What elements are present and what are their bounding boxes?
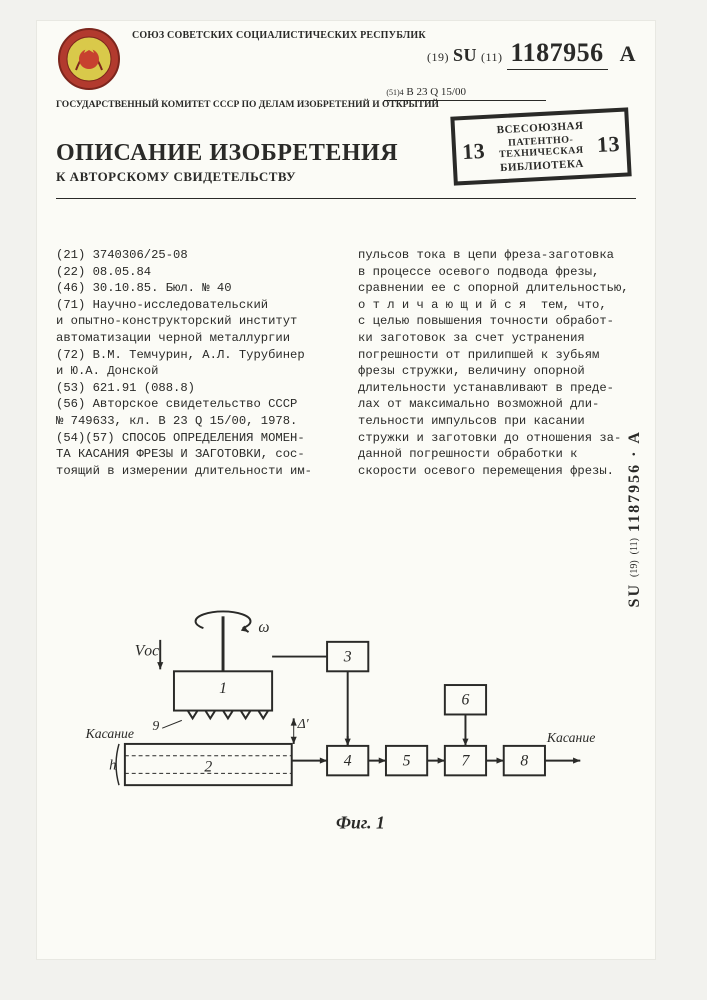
title-sub: К АВТОРСКОМУ СВИДЕТЕЛЬСТВУ [56,169,398,185]
text-line: пульсов тока в цепи фреза-заготовка [358,248,636,264]
text-line: (71) Научно-исследовательский [56,298,334,314]
doc-number: 1187956 [507,38,608,70]
ipc-value: В 23 Q 15/00 [406,86,466,98]
text-line: стружки и заготовки до отношения за- [358,431,636,447]
code-19: (19) [427,50,449,64]
text-line: лах от максимально возможной дли- [358,397,636,413]
svg-text:9: 9 [152,718,159,733]
svg-text:Касание: Касание [546,730,595,745]
text-line: (72) В.М. Темчурин, А.Л. Турубинер [56,348,334,364]
text-line: и опытно-конструкторский институт [56,314,334,330]
svg-text:Δ′: Δ′ [297,716,310,731]
text-line: с целью повышения точности обработ- [358,314,636,330]
text-line: (53) 621.91 (088.8) [56,381,334,397]
text-line: (54)(57) СПОСОБ ОПРЕДЕЛЕНИЯ МОМЕН- [56,431,334,447]
text-line: тоящий в измерении длительности им- [56,464,334,480]
svg-text:5: 5 [403,753,411,770]
side-num: 1187956 [626,463,643,532]
text-line: ки заготовок за счет устранения [358,331,636,347]
committee-label: ГОСУДАРСТВЕННЫЙ КОМИТЕТ СССР ПО ДЕЛАМ ИЗ… [56,100,439,111]
title-block: ОПИСАНИЕ ИЗОБРЕТЕНИЯ К АВТОРСКОМУ СВИДЕТ… [56,140,398,185]
text-line: погрешности от прилипшей к зубьям [358,348,636,364]
text-line: о т л и ч а ю щ и й с я тем, что, [358,298,636,314]
publication-number: (19) SU (11) 1187956 A [427,38,636,68]
horizontal-rule [56,198,636,199]
header: СОЮЗ СОВЕТСКИХ СОЦИАЛИСТИЧЕСКИХ РЕСПУБЛИ… [36,20,656,208]
text-line: (46) 30.10.85. Бюл. № 40 [56,281,334,297]
side-cc: SU [626,583,643,607]
stamp-num-left: 13 [461,138,485,164]
svg-text:7: 7 [462,753,471,770]
library-stamp: ВСЕСОЮЗНАЯ 13 ПАТЕНТНО- ТЕХНИЧЕСКАЯ 13 Б… [450,107,631,185]
title-main: ОПИСАНИЕ ИЗОБРЕТЕНИЯ [56,140,398,167]
kind-code: A [620,41,636,66]
text-line: скорости осевого перемещения фрезы. [358,464,636,480]
right-column: пульсов тока в цепи фреза-заготовкав про… [358,248,636,481]
svg-text:2: 2 [204,758,212,775]
ipc-label: (51)4 [386,88,403,97]
text-line: длительности устанавливают в преде- [358,381,636,397]
body-columns: (21) 3740306/25-08(22) 08.05.84(46) 30.1… [56,248,636,481]
text-line: данной погрешности обработки к [358,447,636,463]
svg-text:3: 3 [343,648,352,665]
svg-text:4: 4 [344,753,352,770]
text-line: фрезы стружки, величину опорной [358,364,636,380]
text-line: (56) Авторское свидетельство СССР [56,397,334,413]
left-column: (21) 3740306/25-08(22) 08.05.84(46) 30.1… [56,248,334,481]
union-label: СОЮЗ СОВЕТСКИХ СОЦИАЛИСТИЧЕСКИХ РЕСПУБЛИ… [132,30,426,42]
svg-text:1: 1 [219,680,227,697]
svg-text:8: 8 [520,753,528,770]
state-emblem-icon [56,26,122,92]
text-line: в процессе осевого подвода фрезы, [358,265,636,281]
text-line: тельности импульсов при касании [358,414,636,430]
country-code: SU [453,45,477,65]
svg-text:6: 6 [462,692,470,709]
text-line: ТА КАСАНИЯ ФРЕЗЫ И ЗАГОТОВКИ, сос- [56,447,334,463]
svg-text:ω: ω [258,619,269,636]
svg-text:Касание: Касание [85,726,134,741]
side-pubnum: SU (19) (11) 1187956 · A [626,430,654,607]
svg-text:Фиг. 1: Фиг. 1 [336,812,385,832]
text-line: сравнении ее с опорной длительностью, [358,281,636,297]
code-11: (11) [481,50,503,64]
text-line: (22) 08.05.84 [56,265,334,281]
page: СОЮЗ СОВЕТСКИХ СОЦИАЛИСТИЧЕСКИХ РЕСПУБЛИ… [36,20,656,960]
side-kind: A [626,430,643,444]
text-line: (21) 3740306/25-08 [56,248,334,264]
ipc-classification: (51)4 В 23 Q 15/00 [384,86,546,101]
svg-text:Vос: Vос [135,643,159,660]
text-line: автоматизации черной металлургии [56,331,334,347]
text-line: и Ю.А. Донской [56,364,334,380]
figure-1-diagram: ωVос12hКасание9Δ′345678КасаниеФиг. 1 [66,600,596,880]
text-line: № 749633, кл. В 23 Q 15/00, 1978. [56,414,334,430]
stamp-num-right: 13 [596,131,620,157]
